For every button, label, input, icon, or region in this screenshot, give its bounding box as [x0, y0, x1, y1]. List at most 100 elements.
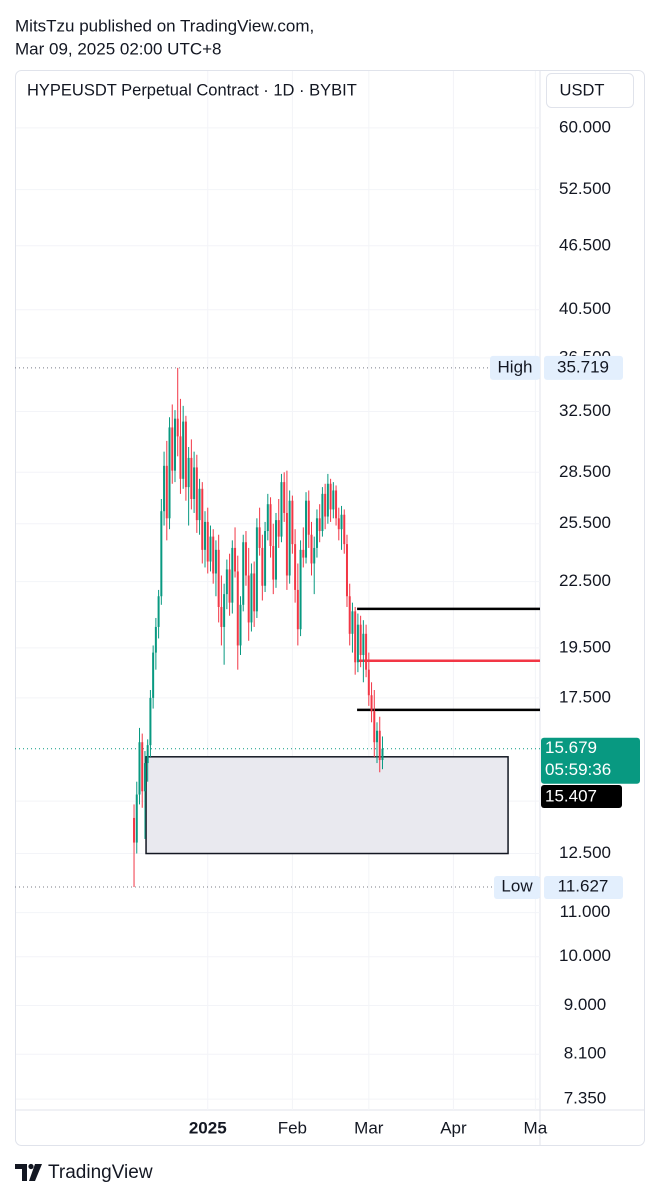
candle-body: [182, 421, 185, 479]
candle-body: [296, 589, 299, 630]
candle-body: [329, 483, 332, 510]
y-tick-label: 25.500: [559, 513, 611, 532]
candle-body: [299, 549, 302, 630]
high-label: High: [498, 357, 533, 376]
candle-body: [337, 518, 340, 530]
candle-body: [274, 520, 277, 580]
y-tick-label: 19.500: [559, 637, 611, 656]
candle-body: [340, 514, 343, 530]
candle-body: [269, 504, 272, 547]
candle-body: [143, 763, 146, 792]
candle-body: [266, 504, 269, 532]
price-labels: High 35.719 Low 11.627 15.679 05:59:36 15.407: [490, 355, 640, 900]
candle-body: [307, 500, 310, 535]
candle-body: [154, 626, 157, 653]
candle-body: [376, 730, 379, 743]
candle-body: [195, 467, 198, 521]
candle-body: [359, 624, 362, 655]
candle-body: [179, 436, 182, 479]
candle-body: [190, 457, 193, 499]
low-label: Low: [501, 877, 533, 896]
candle-body: [184, 421, 187, 488]
candle-body: [280, 482, 283, 537]
candle-body: [173, 418, 176, 471]
candle-body: [239, 604, 242, 646]
candle-body: [247, 575, 250, 623]
low-label-box: [494, 876, 540, 900]
y-tick-label: 9.000: [564, 995, 607, 1014]
last-price: 15.679: [545, 738, 597, 757]
candle-body: [356, 624, 359, 663]
candle-body: [193, 467, 196, 499]
y-tick-label: 52.500: [559, 179, 611, 198]
candle-body: [381, 748, 384, 761]
candle-body: [264, 531, 267, 586]
candle-body: [315, 518, 318, 548]
countdown: 05:59:36: [545, 760, 611, 779]
candle-body: [288, 500, 291, 576]
candle-body: [220, 606, 223, 627]
candle-body: [171, 427, 174, 471]
candle-body: [253, 573, 256, 612]
plot-area: [15, 367, 540, 888]
candle-body: [324, 493, 327, 517]
last-price-box: [541, 737, 640, 784]
y-tick-label: 12.500: [559, 843, 611, 862]
brand: TradingView: [48, 1162, 153, 1183]
logo: [15, 1163, 42, 1181]
candle-body: [335, 490, 338, 519]
x-tick-label: Mar: [354, 1118, 384, 1137]
candle-body: [302, 549, 305, 558]
candle-body: [206, 521, 209, 562]
currency: USDT: [560, 81, 605, 99]
candle-body: [283, 482, 286, 513]
candle-body: [354, 611, 357, 663]
candle-body: [223, 594, 226, 627]
candle-body: [168, 427, 171, 519]
candle-body: [152, 652, 155, 698]
y-tick-label: 32.500: [559, 401, 611, 420]
x-tick-label: Apr: [440, 1118, 467, 1137]
candle-body: [201, 488, 204, 550]
candle-body: [272, 546, 275, 580]
y-tick-label: 10.000: [559, 946, 611, 965]
candle-body: [217, 549, 220, 607]
zone-value: 15.407: [545, 786, 597, 805]
candle-body: [163, 465, 166, 512]
low-value: 11.627: [558, 877, 609, 896]
candle-body: [187, 457, 190, 488]
candle-body: [365, 633, 368, 670]
candle-body: [228, 569, 231, 603]
high-label-box: [490, 355, 540, 380]
candle-body: [231, 547, 234, 603]
low-value-box: [544, 876, 623, 900]
candle-body: [370, 695, 373, 712]
candle-body: [332, 490, 335, 510]
candle-body: [321, 493, 324, 532]
candle-body: [225, 569, 228, 595]
candle-body: [343, 514, 346, 545]
y-tick-label: 17.500: [559, 687, 611, 706]
candle-body: [214, 549, 217, 574]
candle-body: [209, 536, 212, 562]
candle-body: [313, 547, 316, 564]
candle-body: [351, 611, 354, 634]
candle-body: [373, 711, 376, 743]
currency-box: [546, 73, 634, 108]
logo-dot: [28, 1163, 34, 1170]
candle-body: [367, 669, 370, 696]
candle-body: [255, 527, 258, 612]
candle-body: [294, 544, 297, 590]
candle-body: [362, 633, 365, 655]
candle-body: [258, 527, 261, 548]
candle-body: [378, 730, 381, 761]
high-value: 35.719: [557, 357, 609, 376]
candle-body: [133, 817, 136, 843]
candle-body: [135, 794, 138, 843]
chart-title: HYPEUSDT Perpetual Contract · 1D · BYBIT: [27, 81, 357, 99]
candle-body: [250, 573, 253, 623]
candle-body: [244, 542, 247, 576]
candle-body: [165, 465, 168, 519]
